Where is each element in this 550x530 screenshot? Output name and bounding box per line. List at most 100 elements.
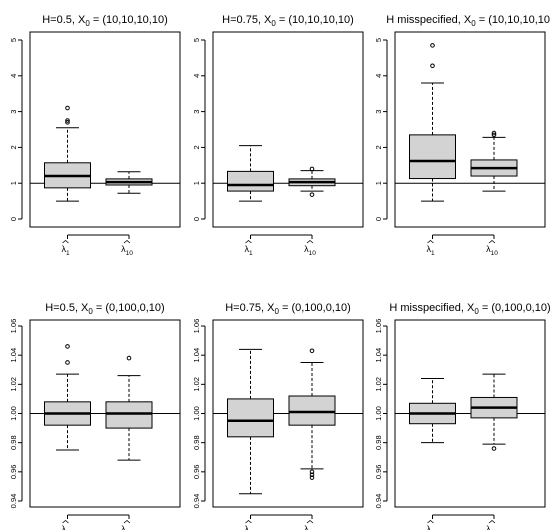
panel-title: H=0.5, X0 = (0,100,0,10) xyxy=(45,302,164,316)
y-tick-label: 0.96 xyxy=(9,465,18,480)
category-symbol: λ xyxy=(61,244,66,254)
title-rest: = (10,10,10,10) xyxy=(476,14,550,26)
title-main: H misspecified, X xyxy=(386,14,472,26)
outlier-point xyxy=(309,472,315,478)
category-subscript: 10 xyxy=(126,250,134,257)
title-subscript: 0 xyxy=(85,19,90,28)
box-1 xyxy=(409,43,456,202)
panel-title: H=0.75, X0 = (0,100,0,10) xyxy=(225,302,351,316)
box-10 xyxy=(288,348,336,480)
y-tick-label: 3 xyxy=(192,110,201,114)
outlier-point xyxy=(126,355,132,361)
y-tick-label: 4 xyxy=(374,74,383,78)
box-10 xyxy=(105,171,153,194)
box-1 xyxy=(227,145,274,202)
box-iqr xyxy=(105,401,153,429)
x-tick-label: λ10 xyxy=(121,524,133,530)
y-tick-label: 5 xyxy=(374,38,383,42)
x-tick-label: λ1 xyxy=(61,244,70,257)
box-iqr xyxy=(227,398,274,438)
y-tick-label: 1.06 xyxy=(9,319,18,334)
x-tick-label: λ1 xyxy=(426,524,435,530)
title-rest: = (0,100,0,10) xyxy=(279,302,351,314)
title-main: H=0.75, X xyxy=(222,14,272,26)
box-iqr xyxy=(288,395,336,426)
y-tick-label: 0.98 xyxy=(9,435,18,450)
hat-mark xyxy=(306,519,314,524)
x-tick-label: λ10 xyxy=(304,244,316,257)
y-tick-label: 1.04 xyxy=(9,348,18,363)
outlier-point xyxy=(65,344,70,349)
category-symbol: λ xyxy=(121,524,126,530)
title-main: H=0.75, X xyxy=(225,302,275,314)
y-tick-label: 3 xyxy=(9,110,18,114)
box-1 xyxy=(227,348,274,495)
category-symbol: λ xyxy=(486,524,491,530)
outlier-point xyxy=(430,43,435,48)
title-rest: = (10,10,10,10) xyxy=(90,14,168,26)
title-rest: = (0,100,0,10) xyxy=(93,302,165,314)
y-tick-label: 0 xyxy=(192,217,201,221)
title-main: H=0.5, X xyxy=(42,14,86,26)
x-tick-label: λ1 xyxy=(426,244,435,257)
y-tick-label: 0.94 xyxy=(9,494,18,509)
category-subscript: 10 xyxy=(491,250,499,257)
y-tick-label: 1.02 xyxy=(192,377,201,392)
title-subscript: 0 xyxy=(88,307,93,316)
y-tick-label: 1.02 xyxy=(9,377,18,392)
category-subscript: 1 xyxy=(249,250,253,257)
x-tick-label: λ1 xyxy=(244,524,253,530)
x-tick-label: λ10 xyxy=(304,524,316,530)
hat-mark xyxy=(123,519,131,524)
category-symbol: λ xyxy=(486,244,491,254)
y-tick-label: 2 xyxy=(374,145,383,149)
y-tick-label: 1.00 xyxy=(192,406,201,421)
box-10 xyxy=(470,373,518,451)
hat-mark xyxy=(427,519,434,524)
x-tick-label: λ1 xyxy=(61,524,70,530)
hat-mark xyxy=(427,239,434,244)
title-rest: = (0,100,0,10) xyxy=(479,302,550,314)
y-tick-label: 1 xyxy=(192,181,201,185)
plot-frame xyxy=(394,31,546,228)
box-10 xyxy=(288,166,336,197)
x-tick-label: λ10 xyxy=(486,524,498,530)
panel-3: H misspecified, X0 = (10,10,10,10)012345… xyxy=(374,14,550,257)
box-10 xyxy=(105,355,153,461)
y-tick-label: 1 xyxy=(9,181,18,185)
y-tick-label: 5 xyxy=(192,38,201,42)
category-symbol: λ xyxy=(244,524,249,530)
hat-mark xyxy=(306,239,314,244)
box-iqr xyxy=(409,134,456,180)
y-tick-label: 0 xyxy=(9,217,18,221)
y-tick-label: 2 xyxy=(192,145,201,149)
outlier-point xyxy=(491,446,497,451)
y-tick-label: 1.04 xyxy=(192,348,201,363)
category-subscript: 1 xyxy=(431,250,435,257)
y-tick-label: 5 xyxy=(9,38,18,42)
outlier-point xyxy=(309,348,315,354)
plot-frame xyxy=(29,31,181,228)
category-symbol: λ xyxy=(121,244,126,254)
title-subscript: 0 xyxy=(271,19,276,28)
y-tick-label: 1.04 xyxy=(374,348,383,363)
outlier-point xyxy=(309,469,315,475)
hat-mark xyxy=(62,239,69,244)
y-tick-label: 2 xyxy=(9,145,18,149)
outlier-point xyxy=(65,120,70,125)
title-subscript: 0 xyxy=(274,307,279,316)
title-main: H=0.5, X xyxy=(45,302,89,314)
outlier-point xyxy=(491,130,497,136)
y-tick-label: 1.06 xyxy=(192,319,201,334)
panel-5: H=0.75, X0 = (0,100,0,10) 0.94 0.96 0.98 1.0… xyxy=(192,302,364,530)
hat-mark xyxy=(123,239,131,244)
panel-title: H misspecified, X0 = (0,100,0,10) xyxy=(389,302,550,316)
category-symbol: λ xyxy=(304,244,309,254)
panel-title: H=0.75, X0 = (10,10,10,10) xyxy=(222,14,354,28)
title-main: H misspecified, X xyxy=(389,302,475,314)
category-symbol: λ xyxy=(304,524,309,530)
y-tick-label: 0 xyxy=(374,217,383,221)
